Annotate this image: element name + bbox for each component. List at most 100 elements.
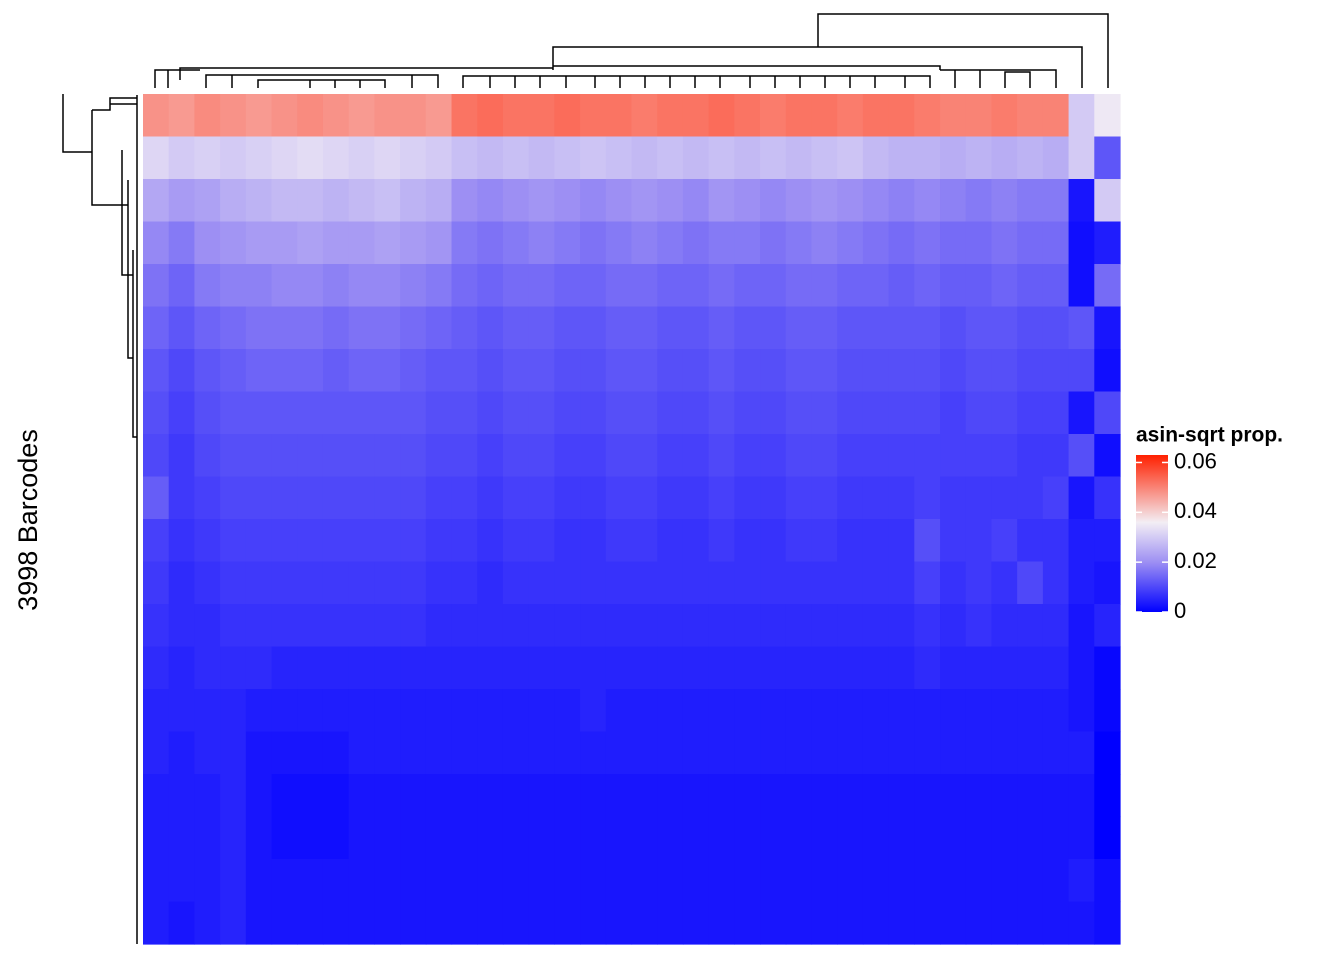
- heatmap-cell: [528, 859, 555, 903]
- heatmap-cell: [220, 604, 247, 648]
- heatmap-cell: [991, 94, 1018, 138]
- heatmap-cell: [888, 136, 915, 180]
- heatmap-cell: [477, 434, 504, 478]
- heatmap-cell: [245, 561, 273, 605]
- heatmap-cell: [1042, 816, 1070, 860]
- heatmap-cell: [708, 391, 735, 435]
- heatmap-cell: [400, 136, 427, 180]
- heatmap-cell: [297, 306, 324, 350]
- heatmap-cell: [1042, 179, 1070, 223]
- heatmap-cell: [528, 561, 555, 605]
- heatmap-cell: [734, 519, 761, 563]
- heatmap-cell: [143, 859, 170, 903]
- heatmap-cell: [297, 349, 324, 393]
- heatmap-cell: [477, 221, 504, 265]
- heatmap-cell: [940, 349, 967, 393]
- heatmap-cell: [708, 349, 735, 393]
- heatmap-cell: [554, 519, 581, 563]
- heatmap-cell: [477, 689, 504, 733]
- heatmap-cell: [785, 561, 813, 605]
- heatmap-cell: [168, 859, 196, 903]
- heatmap-cell: [1094, 179, 1121, 223]
- heatmap-cell: [888, 264, 915, 308]
- heatmap-cell: [400, 731, 427, 775]
- heatmap-cell: [451, 264, 478, 308]
- heatmap-cell: [220, 816, 247, 860]
- heatmap-cell: [297, 179, 324, 223]
- heatmap-cell: [1068, 179, 1095, 223]
- heatmap-cell: [554, 434, 581, 478]
- heatmap-cell: [1042, 519, 1070, 563]
- heatmap-cell: [194, 519, 221, 563]
- heatmap-cell: [940, 731, 967, 775]
- heatmap-cell: [991, 604, 1018, 648]
- heatmap-cell: [502, 859, 530, 903]
- heatmap-cell: [914, 731, 941, 775]
- heatmap-cell: [914, 689, 941, 733]
- heatmap: [143, 94, 1121, 945]
- heatmap-cell: [657, 646, 684, 690]
- heatmap-cell: [605, 774, 633, 818]
- heatmap-cell: [297, 774, 324, 818]
- heatmap-cell: [143, 731, 170, 775]
- heatmap-cell: [425, 391, 453, 435]
- heatmap-cell: [194, 306, 221, 350]
- heatmap-cell: [760, 434, 787, 478]
- heatmap-cell: [1094, 136, 1121, 180]
- heatmap-cell: [245, 774, 273, 818]
- heatmap-cell: [1068, 476, 1095, 520]
- heatmap-cell: [297, 561, 324, 605]
- heatmap-cell: [374, 731, 401, 775]
- heatmap-cell: [554, 689, 581, 733]
- heatmap-cell: [708, 306, 735, 350]
- heatmap-cell: [605, 689, 633, 733]
- heatmap-cell: [965, 689, 993, 733]
- heatmap-cell: [1017, 349, 1044, 393]
- heatmap-cell: [245, 731, 273, 775]
- heatmap-cell: [682, 264, 710, 308]
- heatmap-cell: [477, 391, 504, 435]
- heatmap-cell: [605, 816, 633, 860]
- heatmap-cell: [1068, 349, 1095, 393]
- heatmap-cell: [991, 646, 1018, 690]
- heatmap-cell: [862, 306, 890, 350]
- heatmap-cell: [194, 476, 221, 520]
- heatmap-cell: [477, 731, 504, 775]
- heatmap-cell: [220, 94, 247, 138]
- heatmap-cell: [580, 646, 607, 690]
- heatmap-cell: [605, 349, 633, 393]
- heatmap-cell: [811, 646, 838, 690]
- heatmap-cell: [657, 434, 684, 478]
- heatmap-cell: [168, 604, 196, 648]
- heatmap-cell: [374, 816, 401, 860]
- heatmap-cell: [940, 221, 967, 265]
- heatmap-cell: [862, 221, 890, 265]
- heatmap-cell: [888, 561, 915, 605]
- heatmap-cell: [1094, 604, 1121, 648]
- heatmap-cell: [477, 604, 504, 648]
- heatmap-cell: [682, 136, 710, 180]
- heatmap-cell: [760, 774, 787, 818]
- heatmap-cell: [580, 179, 607, 223]
- heatmap-cell: [168, 774, 196, 818]
- heatmap-cell: [760, 901, 787, 945]
- heatmap-cell: [657, 901, 684, 945]
- heatmap-cell: [837, 689, 864, 733]
- heatmap-cell: [194, 774, 221, 818]
- heatmap-cell: [400, 179, 427, 223]
- heatmap-cell: [862, 561, 890, 605]
- heatmap-cell: [220, 774, 247, 818]
- heatmap-cell: [374, 179, 401, 223]
- heatmap-cell: [888, 221, 915, 265]
- heatmap-cell: [245, 221, 273, 265]
- heatmap-cell: [657, 816, 684, 860]
- heatmap-cell: [1017, 646, 1044, 690]
- heatmap-cell: [580, 689, 607, 733]
- heatmap-cell: [322, 689, 350, 733]
- heatmap-cell: [348, 94, 375, 138]
- heatmap-cell: [1017, 306, 1044, 350]
- heatmap-cell: [682, 689, 710, 733]
- heatmap-cell: [914, 859, 941, 903]
- heatmap-cell: [862, 519, 890, 563]
- heatmap-cell: [631, 519, 658, 563]
